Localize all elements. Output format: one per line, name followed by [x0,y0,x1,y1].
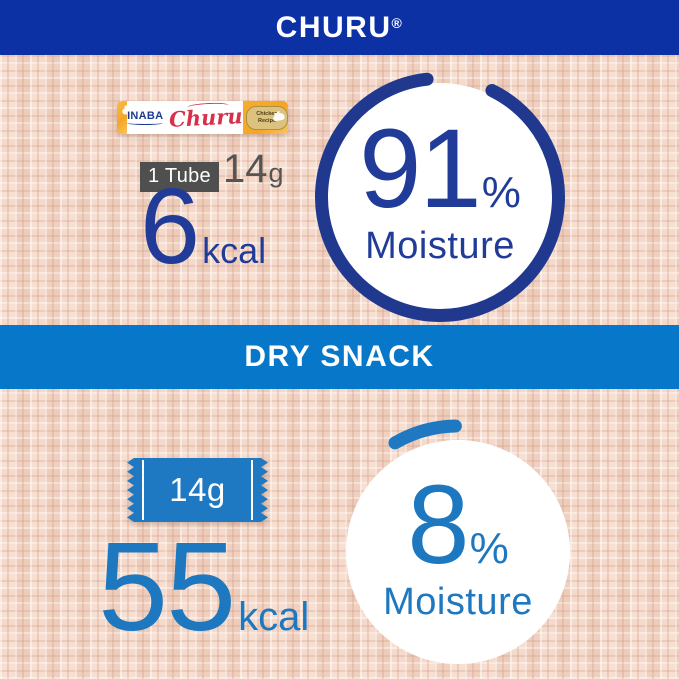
churu-calorie-stat: 6 kcal [140,172,266,280]
packet-seam-left [142,460,144,520]
inaba-brand-logo: INABA [127,110,164,125]
dry-kcal-value: 55 [98,516,236,657]
churu-moisture-ring [315,71,565,322]
churu-weight-value: 14 [222,147,268,191]
dry-moisture-row: 8 % [407,461,509,587]
churu-banner-title: CHURU® [276,11,404,45]
tube-count-badge: 1 Tube [140,162,219,192]
churu-banner: CHURU® [0,0,679,55]
flavor-badge: Chicken Recipe [246,105,288,130]
churu-percent-sign: % [481,167,521,217]
tube-right-section: Chicken Recipe [243,101,288,134]
dry-moisture-arc [325,419,591,679]
tube-label-center: INABA Churu [127,101,244,134]
churu-product-name: Churu [168,103,244,132]
dry-moisture-disc [346,440,570,664]
churu-serving-row: 1 Tube 14 g [140,149,284,192]
churu-moisture-disc [326,83,554,311]
registered-trademark-icon: ® [391,14,404,31]
churu-kcal-unit: kcal [202,230,267,271]
dry-moisture-circle [325,419,591,679]
churu-moisture-row: 91 % [359,105,521,231]
chicken-icon [273,111,285,122]
churu-moisture-value: 91 [359,105,482,231]
dry-moisture-stat: 8 % Moisture [313,407,603,679]
churu-moisture-arc [315,71,565,322]
tube-left-cap [117,101,140,134]
dry-moisture-label: Moisture [383,580,533,623]
churu-moisture-label: Moisture [365,224,515,267]
packet-body: 14g [127,458,268,522]
packet-seam-right [251,460,253,520]
churu-weight-unit: g [268,158,284,188]
dry-moisture-value: 8 [407,461,469,587]
churu-moisture-stat: 91 % Moisture [305,62,575,332]
churu-tube-product-image: INABA Churu Chicken Recipe [117,101,288,134]
packet-weight: 14g [169,471,226,508]
churu-title-text: CHURU [275,10,392,44]
dry-snack-banner-title: DRY SNACK [244,340,435,373]
dry-snack-banner: DRY SNACK [0,325,679,389]
dry-calorie-stat: 55 kcal [98,524,309,650]
dry-kcal-unit: kcal [238,595,310,639]
churu-kcal-value: 6 [140,165,200,286]
dry-snack-packet: 14g [127,458,268,522]
dry-percent-sign: % [469,523,509,573]
